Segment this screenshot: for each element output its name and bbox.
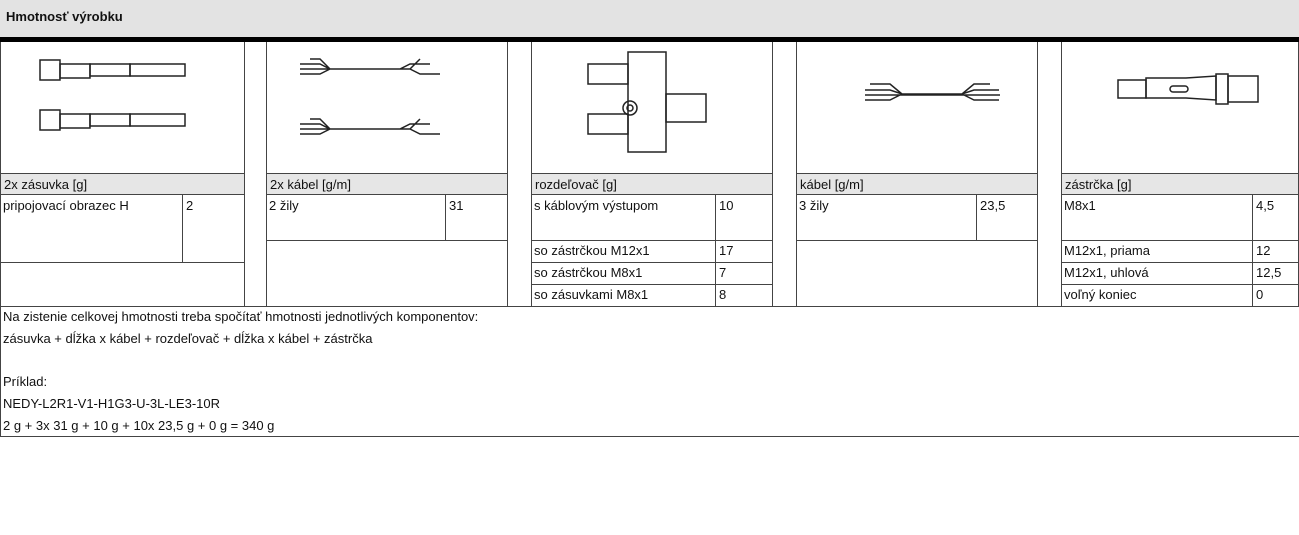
row-label: so zástrčkou M12x1 [531,240,716,263]
row-label: 3 žily [796,195,977,241]
rule [0,37,1299,42]
notes-frame [0,306,1299,437]
group-heading: kábel [g/m] [796,173,1038,195]
row-value: 12,5 [1253,262,1299,285]
row-label: so zásuvkami M8x1 [531,284,716,307]
group-heading: rozdeľovač [g] [531,173,773,195]
row-value: 10 [716,195,773,241]
row-label: M8x1 [1061,195,1253,241]
row-label: so zástrčkou M8x1 [531,262,716,285]
plug-icon [1117,73,1259,105]
socket-icons [39,59,186,131]
row-value: 31 [446,195,508,241]
row-value: 2 [183,195,245,263]
row-value: 23,5 [977,195,1038,241]
note-line: 2 g + 3x 31 g + 10 g + 10x 23,5 g + 0 g … [3,418,275,433]
row-value: 7 [716,262,773,285]
note-line: NEDY-L2R1-V1-H1G3-U-3L-LE3-10R [3,396,220,411]
row-value: 17 [716,240,773,263]
group-heading: 2x zásuvka [g] [0,173,245,195]
cable-icon [865,83,1000,101]
cable-icons [300,58,440,135]
row-label: s káblovým výstupom [531,195,716,241]
title: Hmotnosť výrobku [0,0,1299,37]
row-value: 4,5 [1253,195,1299,241]
row-label: M12x1, priama [1061,240,1253,263]
note-line: Na zistenie celkovej hmotnosti treba spo… [3,309,479,324]
row-value: 8 [716,284,773,307]
row-label: voľný koniec [1061,284,1253,307]
row-value: 0 [1253,284,1299,307]
note-line: Príklad: [3,374,48,389]
row-value: 12 [1253,240,1299,263]
group-heading: zástrčka [g] [1061,173,1299,195]
distributor-icon [587,51,707,153]
note-line: zásuvka + dĺžka x kábel + rozdeľovač + d… [3,331,373,346]
row-label: M12x1, uhlová [1061,262,1253,285]
row-label: pripojovací obrazec H [0,195,183,263]
illustrations [39,51,1259,153]
row-label: 2 žily [266,195,446,241]
group-heading: 2x kábel [g/m] [266,173,508,195]
